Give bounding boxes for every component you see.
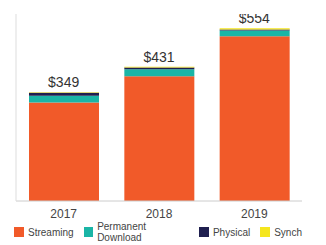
svg-text:2018: 2018 (146, 207, 173, 221)
html-text:Synch: Synch (274, 226, 302, 238)
svg-text:$349: $349 (48, 74, 79, 90)
svg-text:$431: $431 (143, 49, 174, 65)
html-text:Streaming: Streaming (28, 226, 74, 238)
html-text:Physical: Physical (213, 226, 251, 238)
svg-text:2017: 2017 (50, 207, 77, 221)
html-text:Permanent Download: Permanent Download (97, 221, 146, 243)
svg-text:2019: 2019 (241, 207, 268, 221)
svg-text:$554: $554 (239, 14, 270, 26)
